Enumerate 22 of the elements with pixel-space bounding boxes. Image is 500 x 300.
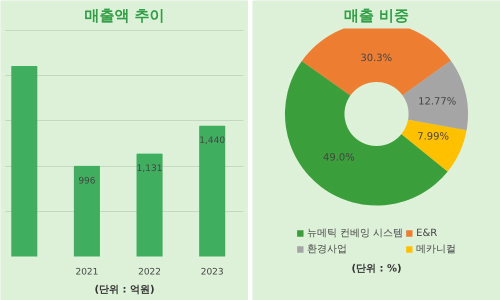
chart-title: 매출 비중 (344, 6, 410, 24)
data-label: 1,131 (136, 164, 162, 174)
legend-label: 뉴메틱 컨베잉 시스템 (306, 227, 404, 240)
text: (단위 : 억원) (94, 284, 155, 296)
text: (단위 : %) (351, 264, 402, 274)
legend-label: 환경사업 (306, 243, 347, 256)
data-label: 49.0% (323, 152, 355, 164)
bar (74, 166, 100, 256)
legend-label: 메카니컬 (416, 243, 456, 256)
legend-label: E&R (416, 227, 438, 239)
data-label: 1,440 (199, 136, 226, 146)
x-tick-label: 2022 (138, 268, 162, 278)
data-label: 30.3% (360, 53, 392, 64)
x-tick-label: 2023 (200, 268, 224, 278)
data-label: 7.99% (417, 132, 449, 143)
bar (136, 154, 163, 256)
data-label: 12.77% (418, 96, 456, 108)
x-tick-label: 2021 (75, 268, 98, 278)
bar (199, 126, 226, 256)
bar (11, 66, 38, 256)
chart-title: 매출액 추이 (84, 6, 165, 24)
data-label: 996 (78, 176, 96, 186)
